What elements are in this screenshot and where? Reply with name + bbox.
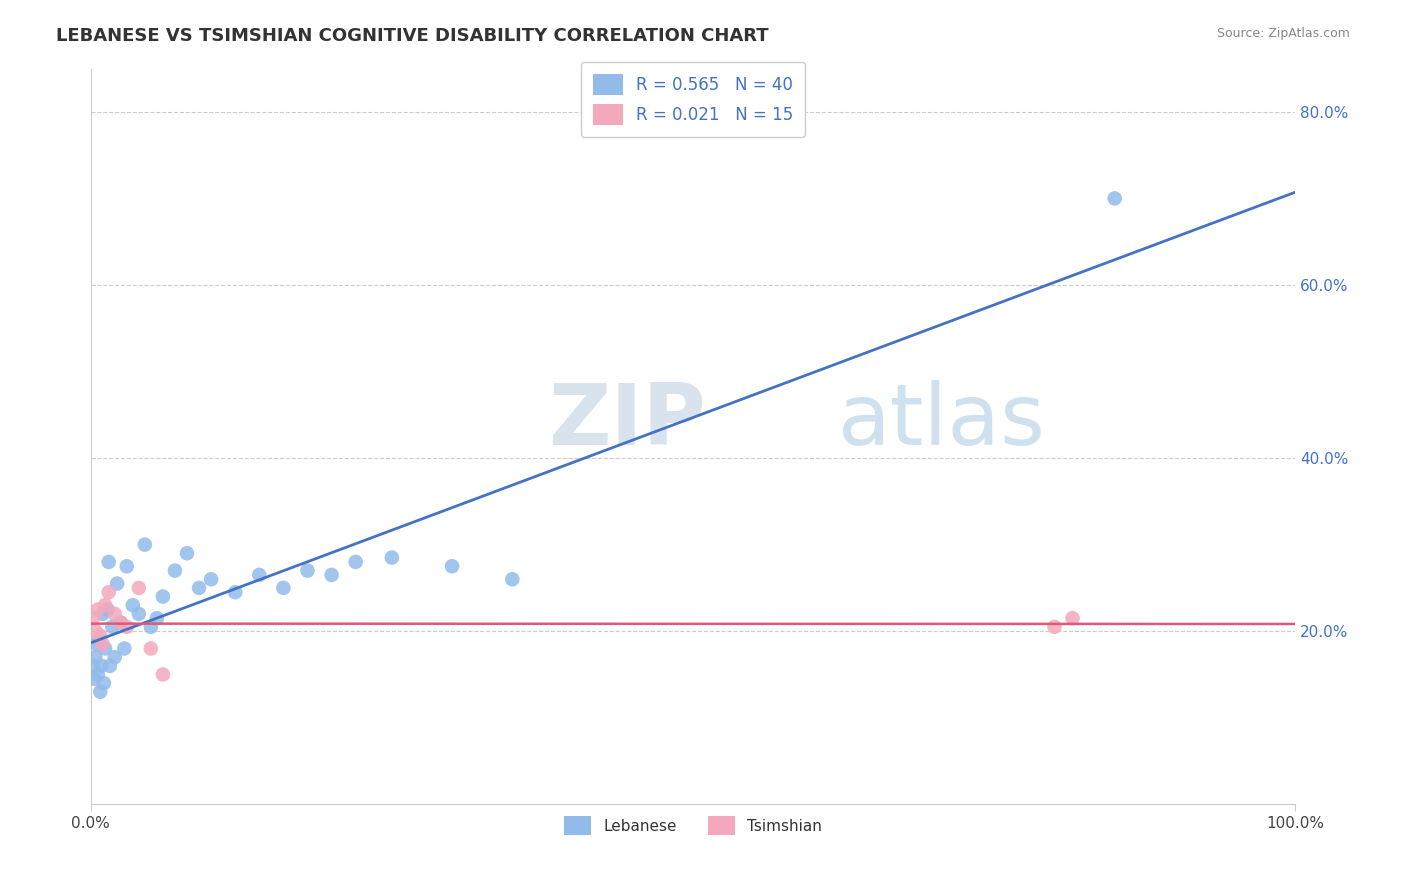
Point [87, 602, 110, 616]
Point [98, 658, 121, 673]
Point [441, 559, 464, 574]
Text: atlas: atlas [838, 380, 1046, 463]
Text: ZIP: ZIP [548, 380, 706, 463]
Point [87, 667, 110, 681]
Point [82, 611, 104, 625]
Point [1104, 191, 1126, 205]
Point [110, 615, 132, 630]
Point [152, 667, 174, 681]
Point [82, 658, 104, 673]
Point [90, 658, 112, 673]
Point [139, 641, 162, 656]
Point [139, 620, 162, 634]
Point [94, 598, 117, 612]
Point [96, 602, 118, 616]
Point [101, 620, 124, 634]
Point [152, 590, 174, 604]
Legend: Lebanese, Tsimshian: Lebanese, Tsimshian [555, 806, 831, 845]
Point [94, 641, 117, 656]
Point [112, 641, 135, 656]
Point [297, 564, 319, 578]
Point [163, 564, 186, 578]
Point [321, 568, 343, 582]
Point [381, 550, 404, 565]
Point [121, 598, 143, 612]
Point [91, 607, 114, 621]
Point [1062, 611, 1084, 625]
Point [200, 572, 222, 586]
Point [115, 559, 138, 574]
Point [86, 637, 108, 651]
Point [91, 637, 114, 651]
Point [501, 572, 523, 586]
Point [83, 672, 105, 686]
Point [84, 624, 107, 639]
Point [89, 628, 111, 642]
Point [104, 607, 127, 621]
Point [115, 620, 138, 634]
Point [188, 581, 211, 595]
Point [89, 685, 111, 699]
Point [97, 585, 120, 599]
Point [110, 615, 132, 630]
Point [128, 581, 150, 595]
Point [146, 611, 169, 625]
Point [176, 546, 198, 560]
Point [87, 632, 110, 647]
Point [247, 568, 270, 582]
Point [273, 581, 295, 595]
Point [128, 607, 150, 621]
Point [224, 585, 246, 599]
Point [344, 555, 367, 569]
Point [1043, 620, 1066, 634]
Point [105, 576, 128, 591]
Text: LEBANESE VS TSIMSHIAN COGNITIVE DISABILITY CORRELATION CHART: LEBANESE VS TSIMSHIAN COGNITIVE DISABILI… [56, 27, 769, 45]
Point [84, 650, 107, 665]
Point [97, 555, 120, 569]
Point [134, 538, 156, 552]
Point [93, 676, 115, 690]
Point [104, 650, 127, 665]
Text: Source: ZipAtlas.com: Source: ZipAtlas.com [1216, 27, 1350, 40]
